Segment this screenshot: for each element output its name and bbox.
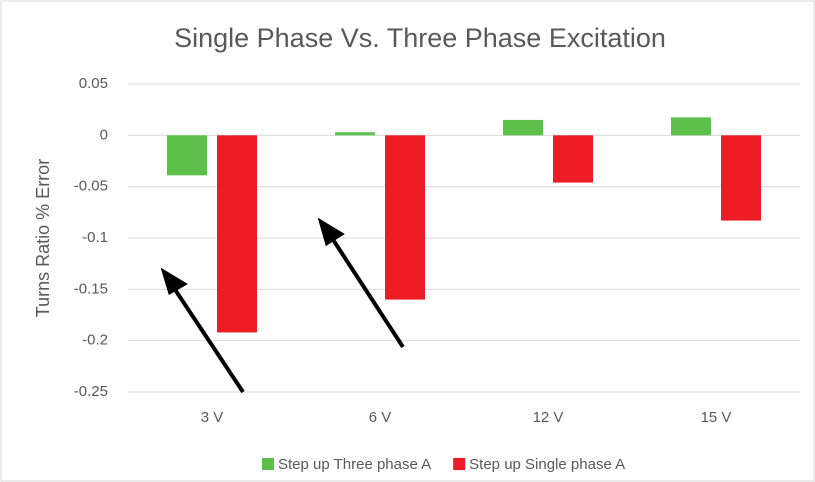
bar xyxy=(335,132,375,136)
bar xyxy=(721,135,761,221)
bar xyxy=(217,135,257,333)
y-axis-label: Turns Ratio % Error xyxy=(33,159,53,317)
plot xyxy=(128,83,800,393)
y-tick-label: -0.05 xyxy=(74,178,108,195)
legend-label: Step up Single phase A xyxy=(469,456,625,473)
chart-title: Single Phase Vs. Three Phase Excitation xyxy=(174,23,666,53)
x-tick-label: 12 V xyxy=(533,409,564,426)
y-tick-label: -0.2 xyxy=(82,332,108,349)
y-tick-label: 0 xyxy=(100,126,108,143)
arrow xyxy=(328,233,405,349)
arrow-head xyxy=(160,267,188,295)
y-tick-label: -0.15 xyxy=(74,280,108,297)
x-tick-label: 3 V xyxy=(201,409,224,426)
bar xyxy=(167,135,207,176)
bar xyxy=(503,119,543,136)
x-tick-label: 15 V xyxy=(701,409,732,426)
y-tick-label: -0.25 xyxy=(74,383,108,400)
bar xyxy=(671,117,711,136)
annotation-arrows xyxy=(160,217,405,394)
legend-label: Step up Three phase A xyxy=(278,456,431,473)
arrow xyxy=(170,283,245,394)
legend-swatch xyxy=(453,458,466,470)
legend-swatch xyxy=(262,458,274,470)
arrow-head xyxy=(317,217,345,247)
x-tick-label: 6 V xyxy=(369,409,392,426)
y-tick-label: -0.1 xyxy=(82,229,108,246)
bar xyxy=(553,135,593,183)
y-tick-label: 0.05 xyxy=(79,75,108,92)
bar xyxy=(385,135,425,300)
